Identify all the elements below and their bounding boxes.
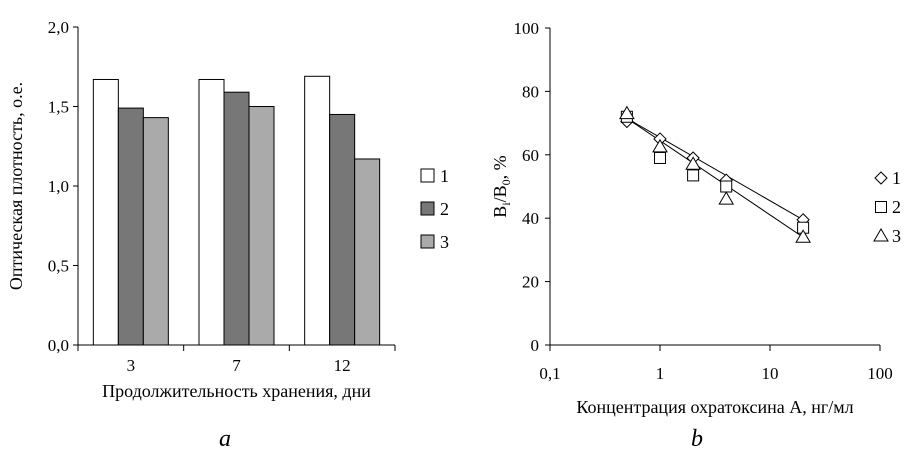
y-axis-title: Bi/B0, %: [490, 155, 513, 217]
point-series-3: [619, 105, 635, 120]
legend-label: 1: [440, 166, 449, 186]
x-tick-label: 7: [232, 356, 241, 375]
bar-series-3: [248, 106, 275, 346]
y-axis-title-part: , %: [490, 155, 510, 179]
x-tick-label: 10: [762, 364, 779, 383]
y-axis-title: Оптическая плотность, о.е.: [6, 82, 26, 290]
y-tick-label: 0,0: [48, 336, 69, 355]
bar-series-3: [142, 117, 169, 346]
bar-series-1: [304, 75, 331, 346]
legend-marker-1: [874, 171, 888, 185]
point-series-2: [687, 169, 700, 182]
legend-label: 2: [440, 199, 449, 219]
y-tick-label: 20: [522, 273, 539, 292]
x-tick-label: 1: [656, 364, 665, 383]
point-series-3: [652, 138, 668, 153]
bar-series-1: [198, 78, 225, 346]
legend-label: 3: [892, 226, 901, 246]
x-tick-label: 3: [127, 356, 136, 375]
x-tick-label: 100: [867, 364, 893, 383]
y-tick-label: 0: [531, 336, 540, 355]
y-tick-label: 2,0: [48, 18, 69, 37]
legend-label: 1: [892, 168, 901, 188]
y-tick-label: 0,5: [48, 257, 69, 276]
legend-label: 2: [892, 197, 901, 217]
legend-marker-2: [875, 201, 887, 213]
point-series-3: [685, 156, 701, 170]
y-tick-label: 40: [522, 209, 539, 228]
x-tick-label: 12: [334, 356, 351, 375]
y-axis-title-part: i: [499, 202, 513, 206]
bar-series-1: [92, 78, 119, 346]
legend-marker-3: [873, 228, 889, 242]
legend-label: 3: [440, 232, 449, 252]
panel-label-a: a: [219, 426, 231, 452]
bar-series-2: [329, 113, 356, 346]
y-axis-title-part: /B: [490, 185, 510, 202]
y-tick-label: 60: [522, 146, 539, 165]
y-tick-label: 80: [522, 82, 539, 101]
legend-swatch-3: [420, 234, 435, 249]
y-axis-title-part: B: [490, 206, 510, 218]
y-tick-label: 100: [514, 19, 540, 38]
panel-label-b: b: [691, 426, 703, 452]
bar-series-2: [223, 91, 250, 346]
trendline: [626, 117, 804, 238]
y-axis-title-part: 0: [499, 179, 513, 185]
bar-series-2: [117, 107, 144, 346]
y-tick-label: 1,5: [48, 98, 69, 117]
y-tick-label: 1,0: [48, 177, 69, 196]
legend-swatch-1: [420, 168, 435, 183]
bar-series-3: [354, 158, 381, 346]
legend-swatch-2: [420, 201, 435, 216]
trendline: [626, 117, 804, 221]
point-series-3: [718, 191, 735, 205]
point-series-2: [654, 151, 666, 164]
x-tick-label: 0,1: [539, 364, 560, 383]
point-series-2: [720, 180, 733, 193]
x-axis-title: Концентрация охратоксина А, нг/мл: [576, 397, 853, 417]
point-series-3: [795, 229, 811, 243]
x-axis-title: Продолжительность хранения, дни: [102, 381, 371, 401]
